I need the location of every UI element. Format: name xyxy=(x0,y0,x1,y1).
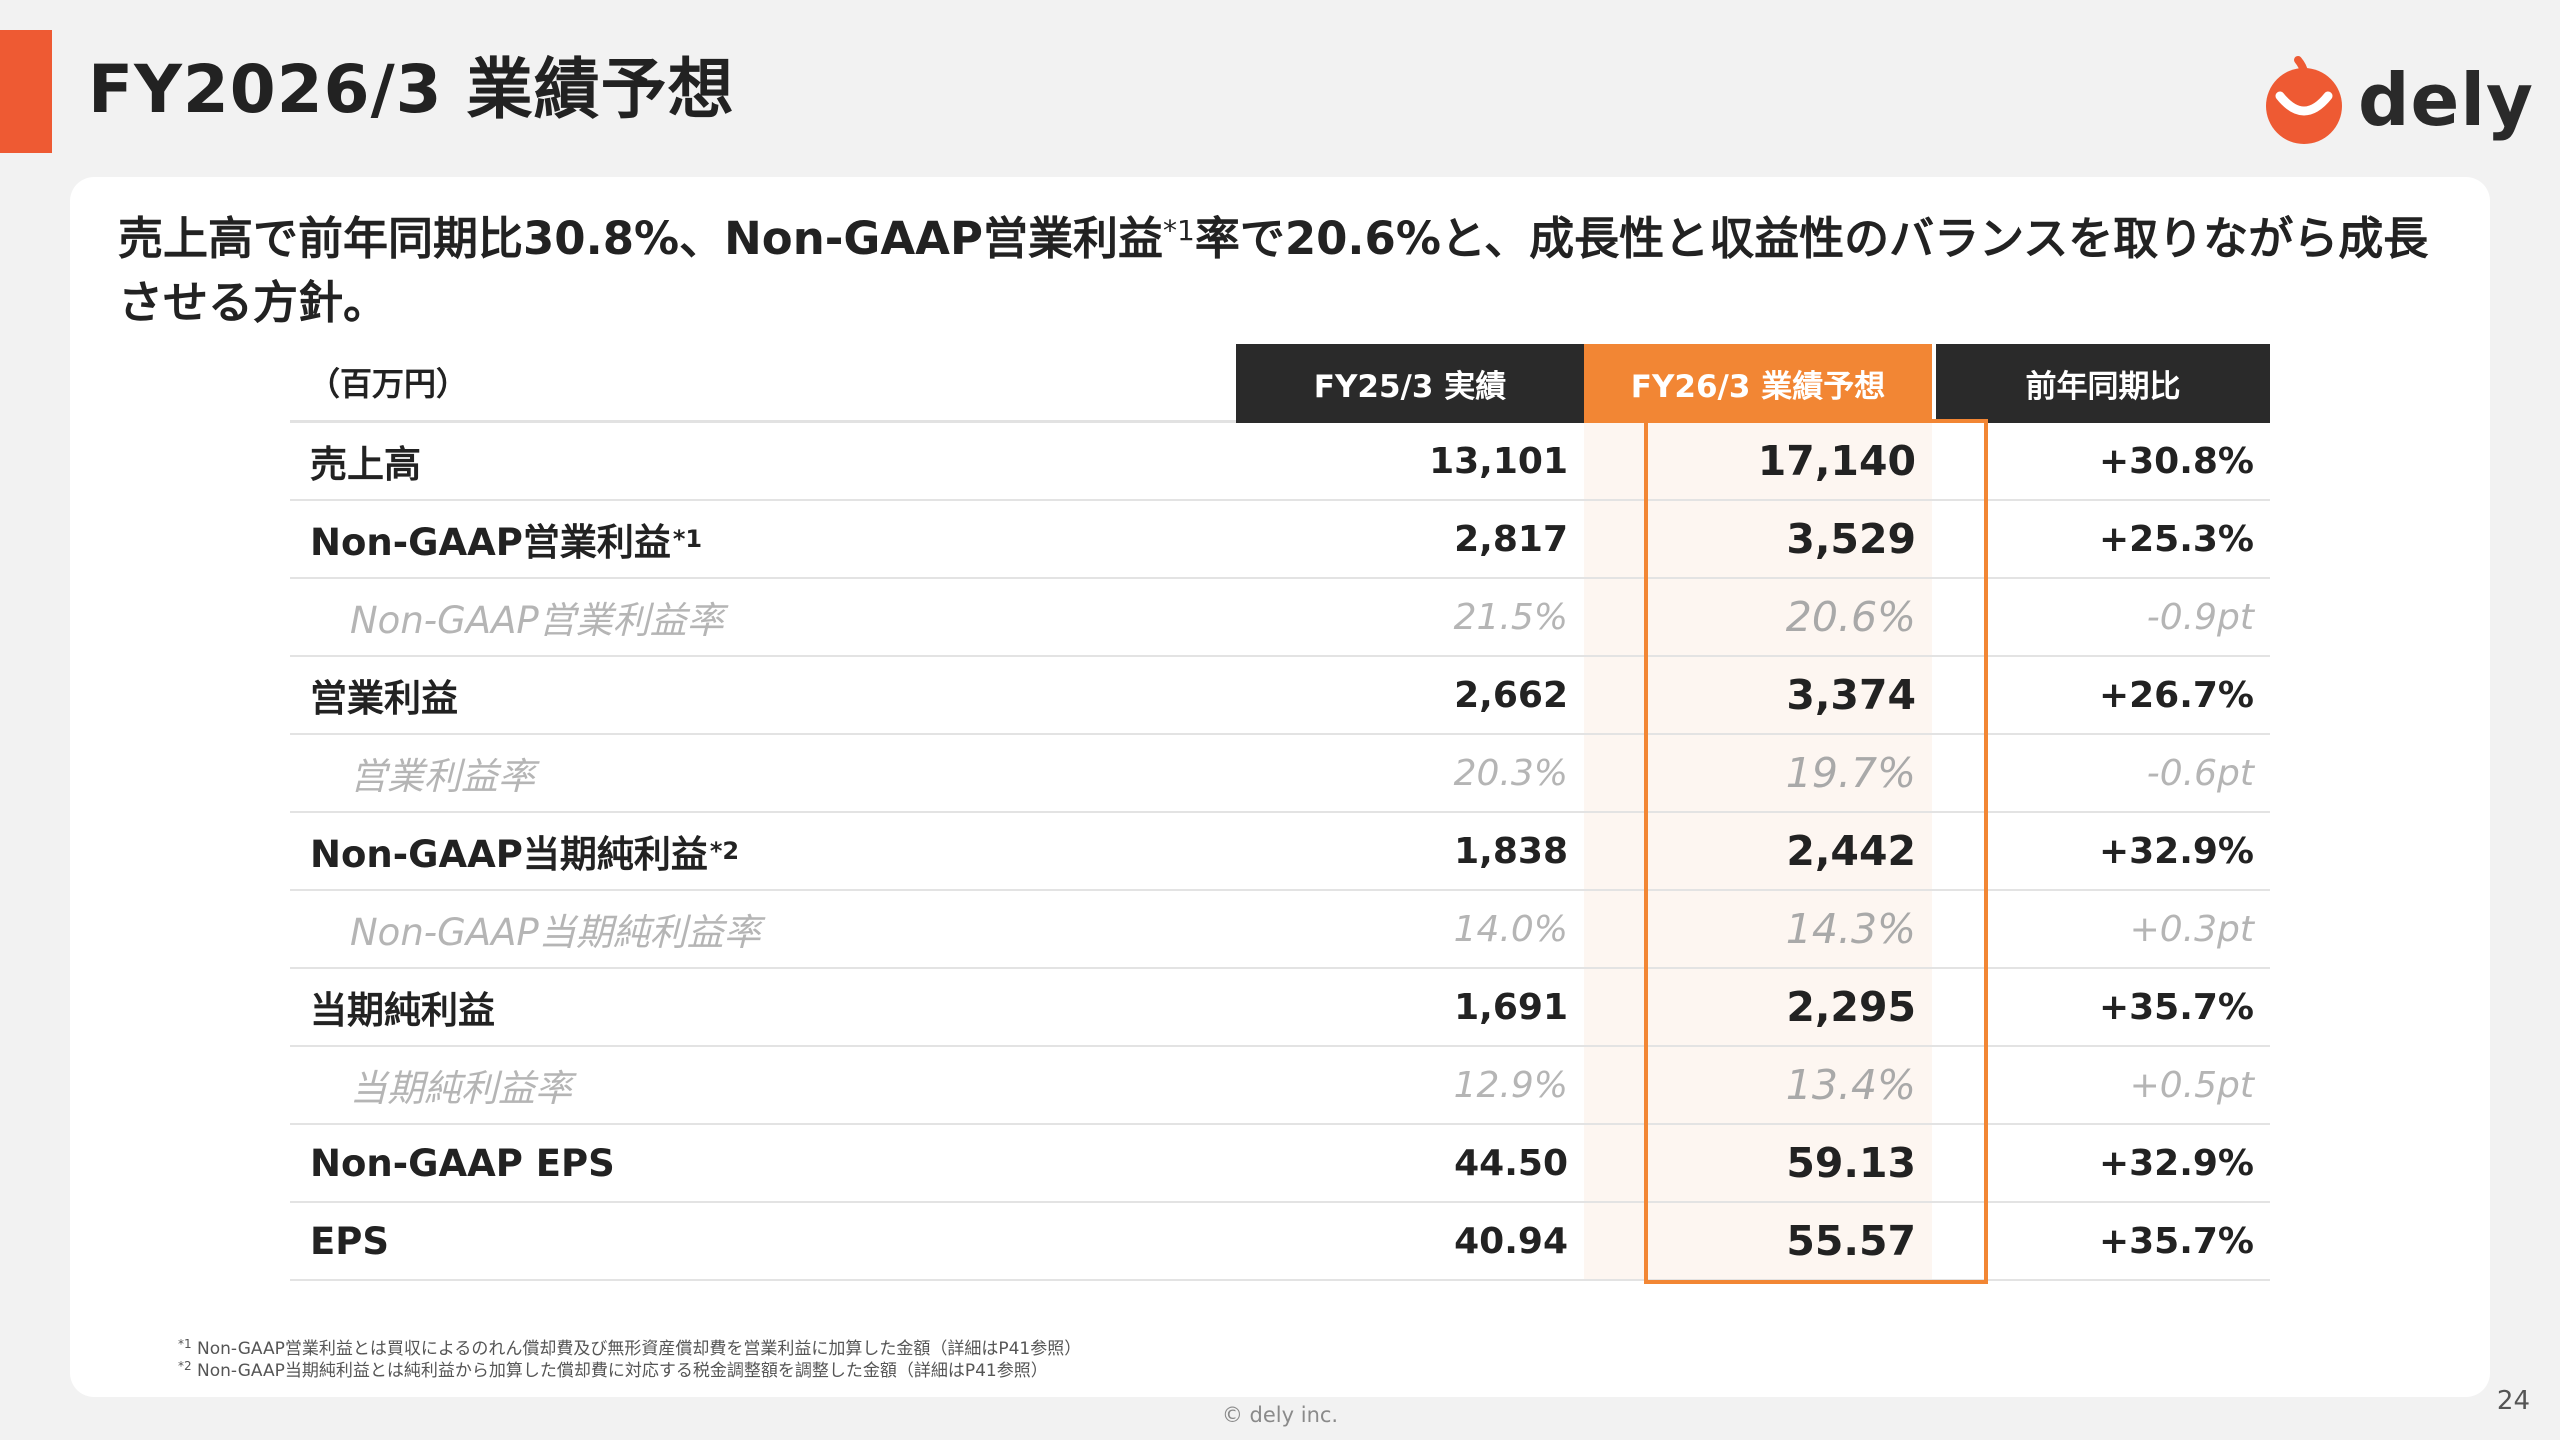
yoy-value: +0.3pt xyxy=(2129,908,2254,950)
fy26-value: 59.13 xyxy=(1584,1125,1932,1201)
fy26-value: 3,374 xyxy=(1584,657,1932,733)
footnote-2-text: Non-GAAP当期純利益とは純利益から加算した償却費に対応する税金調整額を調整… xyxy=(191,1361,1048,1381)
fy25-value: 44.50 xyxy=(1454,1142,1568,1184)
table-row: 売上高 13,101 17,140 +30.8% xyxy=(290,423,2270,501)
table-row: Non-GAAP当期純利益 *2 1,838 2,442 +32.9% xyxy=(290,813,2270,891)
row-label-text: Non-GAAP EPS xyxy=(310,1141,615,1185)
table-row: Non-GAAP当期純利益率 14.0% 14.3% +0.3pt xyxy=(290,891,2270,969)
yoy-value: +32.9% xyxy=(2098,830,2254,872)
fy25-value: 2,662 xyxy=(1454,674,1568,716)
table-row: 当期純利益 1,691 2,295 +35.7% xyxy=(290,969,2270,1047)
page-title: FY2026/3 業績予想 xyxy=(88,51,735,128)
fy26-value: 2,442 xyxy=(1584,813,1932,889)
row-label-text: Non-GAAP当期純利益率 xyxy=(350,911,761,954)
yoy-value: -0.6pt xyxy=(2146,752,2254,794)
footnote-1-mark: *1 xyxy=(178,1337,192,1351)
fy25-value: 2,817 xyxy=(1454,518,1568,560)
lead-text-2: 率で20.6%と、成長性と収益性のバランスを取りながら成長させる方針。 xyxy=(118,212,2429,329)
fy25-value: 1,691 xyxy=(1454,986,1568,1028)
row-label-text: Non-GAAP当期純利益 xyxy=(310,833,708,876)
table-row: Non-GAAP営業利益 *1 2,817 3,529 +25.3% xyxy=(290,501,2270,579)
footnote-1-text: Non-GAAP営業利益とは買収によるのれん償却費及び無形資産償却費を営業利益に… xyxy=(191,1339,1082,1359)
content-card: 売上高で前年同期比30.8%、Non-GAAP営業利益*1率で20.6%と、成長… xyxy=(70,177,2490,1397)
fy25-value: 40.94 xyxy=(1454,1220,1568,1262)
fy26-value: 19.7% xyxy=(1584,735,1932,811)
col-header-fy25: FY25/3 実績 xyxy=(1236,344,1584,423)
fy26-value: 55.57 xyxy=(1584,1203,1932,1279)
page-number: 24 xyxy=(2496,1386,2530,1416)
row-label-text: 営業利益 xyxy=(310,677,458,720)
fy25-value: 1,838 xyxy=(1454,830,1568,872)
table-header: （百万円） FY25/3 実績 FY26/3 業績予想 前年同期比 xyxy=(290,344,2270,423)
table-row: Non-GAAP EPS 44.50 59.13 +32.9% xyxy=(290,1125,2270,1203)
row-label: 営業利益率 xyxy=(290,735,1236,811)
row-label-text: Non-GAAP営業利益率 xyxy=(350,599,724,642)
yoy-value: +35.7% xyxy=(2098,1220,2254,1262)
row-label: 営業利益 xyxy=(290,657,1236,733)
lead-statement: 売上高で前年同期比30.8%、Non-GAAP営業利益*1率で20.6%と、成長… xyxy=(118,207,2438,335)
fy25-value: 21.5% xyxy=(1453,596,1568,638)
fy26-value: 3,529 xyxy=(1584,501,1932,577)
fy25-value: 20.3% xyxy=(1453,752,1568,794)
fy25-value: 12.9% xyxy=(1453,1064,1568,1106)
yoy-value: +25.3% xyxy=(2098,518,2254,560)
fy25-value: 13,101 xyxy=(1429,440,1568,482)
fy26-value: 14.3% xyxy=(1584,891,1932,967)
table-row: EPS 40.94 55.57 +35.7% xyxy=(290,1203,2270,1281)
row-label-text: 営業利益率 xyxy=(350,755,535,798)
footnote-2-mark: *2 xyxy=(178,1359,192,1373)
footnote-2: *2 Non-GAAP当期純利益とは純利益から加算した償却費に対応する税金調整額… xyxy=(178,1360,1678,1382)
copyright: © dely inc. xyxy=(1221,1403,1339,1427)
yoy-value: -0.9pt xyxy=(2146,596,2254,638)
row-label: EPS xyxy=(290,1203,1236,1279)
dely-logo-icon xyxy=(2266,56,2342,144)
row-label: 当期純利益 xyxy=(290,969,1236,1045)
logo-wordmark: dely xyxy=(2358,58,2534,142)
unit-label: （百万円） xyxy=(290,344,1236,423)
row-label: Non-GAAP営業利益率 xyxy=(290,579,1236,655)
fy26-value: 17,140 xyxy=(1584,423,1932,499)
row-label-text: 当期純利益 xyxy=(310,989,495,1032)
row-label-text: EPS xyxy=(310,1219,390,1263)
footnote-1: *1 Non-GAAP営業利益とは買収によるのれん償却費及び無形資産償却費を営業… xyxy=(178,1338,1678,1360)
row-label-text: 当期純利益率 xyxy=(350,1067,572,1110)
table-row: 当期純利益率 12.9% 13.4% +0.5pt xyxy=(290,1047,2270,1125)
yoy-value: +0.5pt xyxy=(2129,1064,2254,1106)
dely-logo: dely xyxy=(2258,50,2533,150)
row-label: Non-GAAP EPS xyxy=(290,1125,1236,1201)
fy26-value: 2,295 xyxy=(1584,969,1932,1045)
lead-footnote-mark: *1 xyxy=(1162,214,1195,247)
fy25-value: 14.0% xyxy=(1453,908,1568,950)
row-label: 当期純利益率 xyxy=(290,1047,1236,1123)
footnotes: *1 Non-GAAP営業利益とは買収によるのれん償却費及び無形資産償却費を営業… xyxy=(178,1338,1678,1382)
table-row: Non-GAAP営業利益率 21.5% 20.6% -0.9pt xyxy=(290,579,2270,657)
yoy-value: +30.8% xyxy=(2098,440,2254,482)
lead-text-1: 売上高で前年同期比30.8%、Non-GAAP営業利益 xyxy=(118,212,1163,265)
row-label: Non-GAAP当期純利益率 xyxy=(290,891,1236,967)
yoy-value: +26.7% xyxy=(2098,674,2254,716)
title-accent-bar xyxy=(0,30,52,153)
fy26-value: 13.4% xyxy=(1584,1047,1932,1123)
col-header-yoy: 前年同期比 xyxy=(1932,344,2270,423)
row-label-text: 売上高 xyxy=(310,443,421,486)
row-label: Non-GAAP当期純利益 *2 xyxy=(290,813,1236,889)
table-row: 営業利益 2,662 3,374 +26.7% xyxy=(290,657,2270,735)
fy26-value: 20.6% xyxy=(1584,579,1932,655)
col-header-fy26: FY26/3 業績予想 xyxy=(1584,344,1932,423)
row-label-text: Non-GAAP営業利益 xyxy=(310,521,671,564)
forecast-table: （百万円） FY25/3 実績 FY26/3 業績予想 前年同期比 売上高 13,… xyxy=(290,344,2270,1284)
row-label: Non-GAAP営業利益 *1 xyxy=(290,501,1236,577)
row-label: 売上高 xyxy=(290,423,1236,499)
table-row: 営業利益率 20.3% 19.7% -0.6pt xyxy=(290,735,2270,813)
table-body: 売上高 13,101 17,140 +30.8% Non-GAAP営業利益 *1 2,817… xyxy=(290,423,2270,1281)
yoy-value: +35.7% xyxy=(2098,986,2254,1028)
yoy-value: +32.9% xyxy=(2098,1142,2254,1184)
